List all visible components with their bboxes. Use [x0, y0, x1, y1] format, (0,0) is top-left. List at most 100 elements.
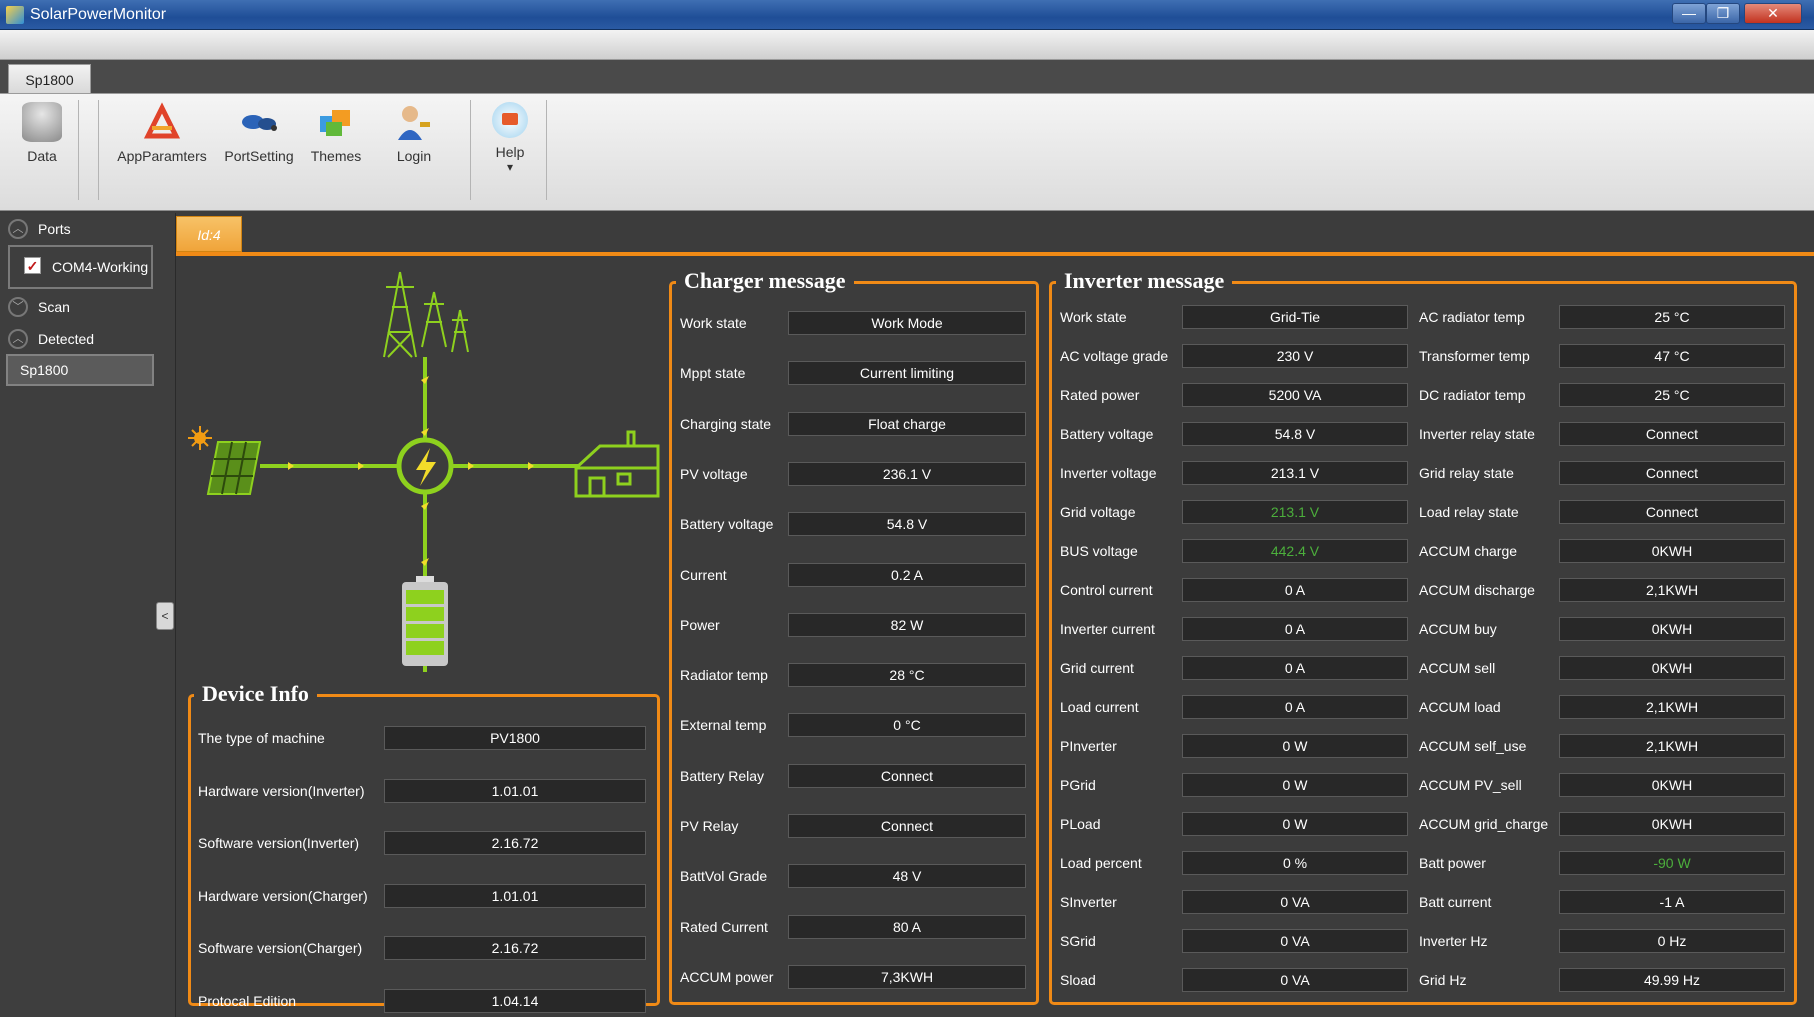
inverter-row-value: 2,1KWH	[1559, 695, 1785, 719]
data-label: Data	[27, 148, 57, 164]
inverter-row-label: ACCUM charge	[1419, 543, 1518, 559]
help-button[interactable]: Help ▾	[480, 98, 540, 198]
charger-message-title: Charger message	[676, 268, 854, 294]
charger-row-value: Connect	[788, 763, 1026, 788]
detected-device-item[interactable]: Sp1800	[6, 354, 154, 386]
inverter-row-value: 5200 VA	[1182, 383, 1408, 407]
tab-sp1800[interactable]: Sp1800	[8, 64, 91, 94]
scan-header[interactable]: ﹀ Scan	[6, 292, 156, 322]
collapse-icon: ︿	[8, 329, 28, 349]
device-info-row-label: Software version(Charger)	[198, 940, 363, 957]
com-port-checkbox[interactable]: ✓	[24, 257, 41, 274]
inverter-row-label: Batt power	[1419, 855, 1486, 871]
window-title: SolarPowerMonitor	[30, 6, 167, 23]
device-info-row-label: Software version(Inverter)	[198, 835, 360, 852]
inverter-row-label: ACCUM self_use	[1419, 738, 1527, 754]
charger-row-value: 54.8 V	[788, 512, 1026, 537]
device-info-row-label: Hardware version(Inverter)	[198, 782, 365, 799]
ribbon-separator	[470, 100, 471, 200]
tab-underline	[176, 252, 1814, 256]
menu-strip	[0, 30, 1814, 60]
detected-label: Detected	[38, 331, 95, 347]
device-info-title: Device Info	[194, 681, 317, 707]
close-button[interactable]: ✕	[1744, 3, 1802, 24]
charger-row-value: Float charge	[788, 411, 1026, 436]
inverter-row-label: ACCUM grid_charge	[1419, 816, 1549, 832]
themes-button[interactable]: Themes	[304, 98, 368, 198]
login-label: Login	[396, 148, 432, 164]
charger-row-label: Battery voltage	[680, 516, 774, 533]
inverter-row-label: Inverter relay state	[1419, 426, 1535, 442]
device-info-row-label: Protocal Edition	[198, 993, 297, 1009]
inverter-row-label: Load current	[1060, 699, 1139, 715]
inverter-row-label: PInverter	[1060, 738, 1117, 754]
charger-row-label: PV voltage	[680, 465, 748, 482]
inverter-row-label: ACCUM discharge	[1419, 582, 1535, 598]
house-load-icon	[574, 430, 660, 498]
tab-device-id[interactable]: Id:4	[176, 216, 242, 252]
charger-row-value: 48 V	[788, 864, 1026, 889]
inverter-row-value: 0KWH	[1559, 773, 1785, 797]
help-icon	[492, 102, 528, 138]
inverter-row-value: 0 VA	[1182, 929, 1408, 953]
collapse-icon: ︿	[8, 219, 28, 239]
com-port-label: COM4-Working	[52, 259, 149, 275]
inverter-row-value: 213.1 V	[1182, 461, 1408, 485]
inverter-row-value: 442.4 V	[1182, 539, 1408, 563]
inverter-row-value: 0 Hz	[1559, 929, 1785, 953]
inverter-row-label: Inverter Hz	[1419, 933, 1488, 949]
inverter-row-value: -90 W	[1559, 851, 1785, 875]
ribbon-separator	[98, 100, 99, 200]
data-button[interactable]: Data	[12, 98, 72, 198]
port-setting-button[interactable]: PortSetting	[218, 98, 300, 198]
app-parameters-button[interactable]: AppParamters	[112, 98, 212, 198]
charger-row-value: 7,3KWH	[788, 964, 1026, 989]
inverter-row-label: Grid relay state	[1419, 465, 1514, 481]
help-dropdown-arrow[interactable]: ▾	[506, 160, 514, 174]
inverter-row-label: Control current	[1060, 582, 1153, 598]
inverter-row-label: ACCUM load	[1419, 699, 1501, 715]
minimize-button[interactable]: —	[1672, 3, 1706, 24]
inverter-row-value: 2,1KWH	[1559, 734, 1785, 758]
ports-header[interactable]: ︿ Ports	[6, 214, 156, 244]
charger-row-value: Connect	[788, 814, 1026, 838]
device-info-row-value: 1.01.01	[384, 778, 646, 803]
inverter-row-label: AC radiator temp	[1419, 309, 1525, 325]
login-button[interactable]: Login	[382, 98, 446, 198]
charger-row-value: 0 °C	[788, 713, 1026, 738]
com-port-item[interactable]: COM4-Working	[8, 245, 153, 289]
inverter-row-label: Grid voltage	[1060, 504, 1136, 520]
maximize-button[interactable]: ❐	[1706, 3, 1740, 24]
ribbon-separator	[546, 100, 547, 200]
inverter-row-value: 25 °C	[1559, 305, 1785, 329]
title-bar	[0, 0, 1814, 30]
port-setting-label: PortSetting	[224, 148, 294, 164]
device-info-row-value: 2.16.72	[384, 936, 646, 961]
device-info-row-value: PV1800	[384, 726, 646, 750]
inverter-row-label: Transformer temp	[1419, 348, 1530, 364]
inverter-row-label: Battery voltage	[1060, 426, 1154, 442]
inverter-row-label: SGrid	[1060, 933, 1096, 949]
inverter-row-value: 49.99 Hz	[1559, 968, 1785, 992]
inverter-row-value: 0 W	[1182, 734, 1408, 758]
detected-header[interactable]: ︿ Detected	[6, 324, 156, 354]
ports-sidebar	[0, 213, 176, 1017]
device-info-row-label: The type of machine	[198, 730, 325, 746]
themes-label: Themes	[310, 148, 362, 164]
inverter-row-label: Sload	[1060, 972, 1096, 988]
inverter-row-value: -1 A	[1559, 890, 1785, 914]
inverter-row-value: Grid-Tie	[1182, 305, 1408, 329]
inverter-row-value: 213.1 V	[1182, 500, 1408, 524]
device-info-row-value: 1.01.01	[384, 883, 646, 908]
inverter-row-label: AC voltage grade	[1060, 348, 1169, 364]
charger-row-label: Rated Current	[680, 918, 768, 935]
inverter-hub-icon	[396, 437, 454, 495]
inverter-row-value: 2,1KWH	[1559, 578, 1785, 602]
charger-row-value: Work Mode	[788, 311, 1026, 335]
collapse-panel-button[interactable]: <	[156, 602, 174, 630]
inverter-row-label: PLoad	[1060, 816, 1101, 832]
inverter-row-label: Work state	[1060, 309, 1127, 325]
login-icon	[394, 102, 434, 142]
inverter-row-label: Inverter current	[1060, 621, 1155, 637]
ports-label: Ports	[38, 221, 71, 237]
